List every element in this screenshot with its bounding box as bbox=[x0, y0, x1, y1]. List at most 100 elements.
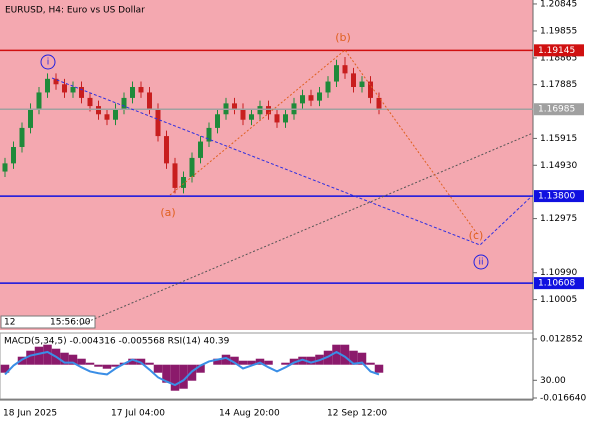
candle-body bbox=[206, 127, 212, 142]
candle-body bbox=[240, 108, 246, 120]
macd-bar bbox=[145, 362, 154, 365]
rsi-line bbox=[4, 350, 380, 387]
candle-body bbox=[351, 73, 356, 87]
macd-bar bbox=[128, 358, 137, 365]
chart-title: EURUSD, H4: Euro vs US Dollar bbox=[5, 6, 145, 16]
y-tick-label: 1.15915 bbox=[540, 134, 577, 144]
candle-body bbox=[172, 163, 178, 188]
macd-bar bbox=[340, 344, 350, 365]
macd-bar bbox=[264, 360, 273, 365]
candle-body bbox=[36, 92, 42, 109]
candle-body bbox=[2, 163, 8, 172]
candle-body bbox=[198, 141, 203, 158]
macd-bar bbox=[374, 364, 384, 373]
level-label: 1.16985 bbox=[538, 105, 575, 115]
level-box bbox=[534, 44, 584, 57]
candle-body bbox=[104, 114, 110, 120]
macd-bar bbox=[357, 352, 367, 365]
x-tick-label: 14 Aug 20:00 bbox=[219, 409, 280, 419]
macd-bar bbox=[0, 364, 10, 373]
candle-body bbox=[300, 95, 305, 104]
candle-body bbox=[308, 95, 314, 101]
macd-bar bbox=[230, 356, 239, 365]
level-box bbox=[534, 277, 584, 290]
candle-body bbox=[342, 65, 348, 74]
candle-body bbox=[62, 84, 67, 93]
wave-label: i bbox=[47, 58, 50, 68]
candle-body bbox=[53, 78, 59, 85]
candle-body bbox=[164, 136, 169, 164]
candle-body bbox=[334, 65, 339, 82]
candle-body bbox=[121, 97, 127, 109]
candle-body bbox=[155, 108, 161, 137]
macd-bar bbox=[366, 362, 375, 365]
macd-bar bbox=[153, 364, 163, 373]
candle-body bbox=[70, 87, 76, 93]
candle-body bbox=[147, 92, 152, 109]
candle-body bbox=[325, 81, 331, 93]
macd-bar bbox=[60, 352, 69, 365]
y-tick-label: 30.00 bbox=[540, 376, 566, 386]
candle-body bbox=[232, 103, 237, 109]
candle-body bbox=[19, 127, 25, 147]
candle-body bbox=[376, 97, 382, 109]
macd-bar bbox=[196, 364, 205, 373]
toolbar-text[interactable]: 12 bbox=[4, 318, 15, 328]
macd-bar bbox=[26, 350, 35, 365]
candle-body bbox=[28, 108, 33, 128]
candle-body bbox=[266, 106, 271, 115]
macd-bar bbox=[43, 344, 52, 365]
toolbar-text[interactable]: 15:56:00 bbox=[50, 318, 91, 328]
macd-bar bbox=[213, 358, 222, 365]
y-tick-label: 0.012852 bbox=[540, 335, 583, 345]
macd-bar bbox=[77, 358, 86, 365]
candle-body bbox=[87, 97, 93, 107]
candle-body bbox=[130, 87, 135, 98]
macd-bar bbox=[94, 364, 103, 367]
candle-body bbox=[317, 92, 322, 101]
level-box bbox=[534, 103, 584, 116]
wave-label: (b) bbox=[335, 31, 351, 44]
wave-circle bbox=[473, 254, 489, 270]
macd-bar bbox=[332, 344, 341, 365]
candle-body bbox=[181, 177, 186, 188]
wave-lines bbox=[40, 49, 534, 326]
y-tick-label: 1.10005 bbox=[540, 295, 577, 305]
level-label: 1.13800 bbox=[538, 192, 575, 202]
candle-body bbox=[113, 108, 118, 120]
macd-bar bbox=[179, 364, 188, 389]
y-tick-label: -0.016640 bbox=[540, 394, 586, 404]
level-label: 1.10608 bbox=[538, 279, 575, 289]
candle-body bbox=[79, 87, 84, 98]
macd-bar bbox=[170, 364, 180, 391]
candle-body bbox=[138, 87, 144, 93]
macd-bar bbox=[247, 360, 256, 365]
candle-body bbox=[249, 114, 254, 120]
wave-label: ii bbox=[478, 258, 483, 268]
candle-body bbox=[257, 106, 263, 115]
candle-body bbox=[45, 78, 50, 93]
macd-bar bbox=[68, 354, 78, 365]
wave-label: (a) bbox=[160, 206, 175, 219]
candle-body bbox=[215, 114, 220, 128]
macd-bar bbox=[349, 350, 358, 365]
candle-body bbox=[368, 81, 373, 98]
toolbar[interactable] bbox=[0, 315, 96, 329]
macd-bar bbox=[111, 364, 120, 367]
y-tick-label: 1.20845 bbox=[540, 0, 577, 9]
y-tick-label: 1.19855 bbox=[540, 26, 577, 36]
candle-body bbox=[274, 114, 280, 123]
macd-bar bbox=[34, 346, 44, 365]
y-tick-label: 1.14930 bbox=[540, 161, 577, 171]
candle-body bbox=[189, 157, 195, 177]
macd-bar bbox=[306, 356, 316, 365]
macd-bar bbox=[102, 364, 112, 369]
x-tick-label: 12 Sep 12:00 bbox=[327, 409, 387, 419]
y-tick-label: 1.12975 bbox=[540, 214, 577, 224]
candle-body bbox=[96, 106, 101, 115]
macd-bar bbox=[162, 364, 171, 383]
candle-body bbox=[359, 81, 365, 87]
candle-body bbox=[283, 114, 288, 123]
y-tick-label: 1.10990 bbox=[540, 268, 577, 278]
